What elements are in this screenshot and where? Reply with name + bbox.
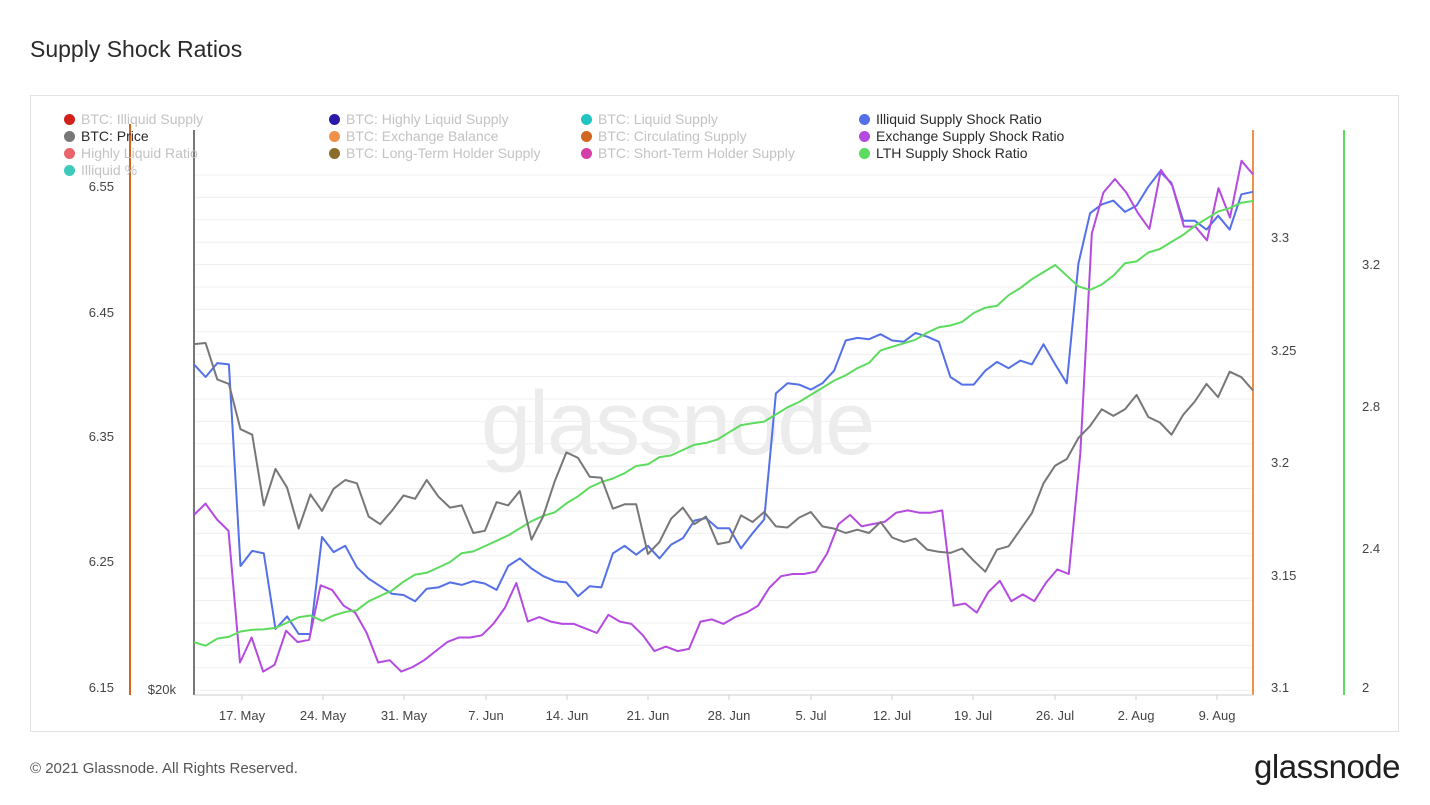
legend-label: BTC: Highly Liquid Supply bbox=[346, 111, 509, 127]
x-tick-label: 24. May bbox=[300, 708, 347, 723]
x-tick-label: 28. Jun bbox=[708, 708, 751, 723]
series-line bbox=[193, 170, 1254, 635]
legend-label: BTC: Long-Term Holder Supply bbox=[346, 145, 541, 161]
legend-label: Highly Liquid Ratio bbox=[81, 145, 198, 161]
x-tick-label: 14. Jun bbox=[546, 708, 589, 723]
legend-item[interactable]: Highly Liquid Ratio bbox=[64, 145, 198, 161]
y-tick-label: 2.4 bbox=[1362, 541, 1380, 556]
y-tick-label: 3.1 bbox=[1271, 680, 1289, 695]
series-line bbox=[193, 342, 1254, 573]
x-tick-label: 7. Jun bbox=[468, 708, 503, 723]
x-tick-label: 19. Jul bbox=[954, 708, 992, 723]
legend-dot-icon bbox=[581, 147, 592, 159]
series-line bbox=[193, 200, 1254, 647]
legend-item[interactable]: BTC: Short-Term Holder Supply bbox=[581, 145, 795, 161]
y-tick-label: 2 bbox=[1362, 680, 1369, 695]
y-tick-label: 6.55 bbox=[89, 179, 114, 194]
legend-item[interactable]: BTC: Exchange Balance bbox=[329, 128, 499, 144]
legend-item[interactable]: Exchange Supply Shock Ratio bbox=[859, 128, 1064, 144]
y-tick-label: 3.15 bbox=[1271, 568, 1296, 583]
legend-label: LTH Supply Shock Ratio bbox=[876, 145, 1028, 161]
legend-label: Exchange Supply Shock Ratio bbox=[876, 128, 1065, 144]
y-tick-label: 3.2 bbox=[1271, 455, 1289, 470]
y-tick-label: 3.3 bbox=[1271, 230, 1289, 245]
legend-label: BTC: Illiquid Supply bbox=[81, 111, 204, 127]
y-tick-label: 6.45 bbox=[89, 305, 114, 320]
legend-label: BTC: Short-Term Holder Supply bbox=[598, 145, 795, 161]
x-tick-label: 2. Aug bbox=[1118, 708, 1155, 723]
legend-dot-icon bbox=[329, 147, 340, 159]
legend-dot-icon bbox=[581, 113, 592, 125]
chart-svg[interactable]: 6.55 6.45 6.35 6.25 6.15 $20k 3.3 3.25 3.2 3.15 3.… bbox=[31, 96, 1400, 733]
x-tick-label: 5. Jul bbox=[795, 708, 826, 723]
y-tick-label: 6.15 bbox=[89, 680, 114, 695]
legend-dot-icon bbox=[859, 130, 870, 142]
y-tick-label: 2.8 bbox=[1362, 399, 1380, 414]
legend-dot-icon bbox=[64, 147, 75, 159]
legend-item[interactable]: BTC: Circulating Supply bbox=[581, 128, 747, 144]
legend-item[interactable]: BTC: Long-Term Holder Supply bbox=[329, 145, 541, 161]
legend-label: BTC: Price bbox=[81, 128, 149, 144]
x-tick-label: 26. Jul bbox=[1036, 708, 1074, 723]
legend-item[interactable]: BTC: Liquid Supply bbox=[581, 111, 718, 127]
x-tick-label: 21. Jun bbox=[627, 708, 670, 723]
series-line bbox=[193, 159, 1254, 673]
x-tick-label: 9. Aug bbox=[1199, 708, 1236, 723]
legend-item[interactable]: LTH Supply Shock Ratio bbox=[859, 145, 1027, 161]
legend-item[interactable]: BTC: Price bbox=[64, 128, 149, 144]
legend-label: Illiquid % bbox=[81, 162, 138, 178]
legend-label: Illiquid Supply Shock Ratio bbox=[876, 111, 1042, 127]
legend-label: BTC: Exchange Balance bbox=[346, 128, 499, 144]
legend-item[interactable]: BTC: Illiquid Supply bbox=[64, 111, 203, 127]
x-tick-label: 17. May bbox=[219, 708, 266, 723]
y-tick-label: 6.35 bbox=[89, 429, 114, 444]
price-tick-label: $20k bbox=[148, 682, 177, 697]
legend-dot-icon bbox=[64, 164, 75, 176]
chart-title: Supply Shock Ratios bbox=[30, 36, 243, 62]
legend-item[interactable]: BTC: Highly Liquid Supply bbox=[329, 111, 509, 127]
y-tick-label: 3.2 bbox=[1362, 257, 1380, 272]
legend-dot-icon bbox=[859, 147, 870, 159]
legend-dot-icon bbox=[329, 113, 340, 125]
x-tick-label: 31. May bbox=[381, 708, 428, 723]
legend-label: BTC: Liquid Supply bbox=[598, 111, 718, 127]
legend-dot-icon bbox=[329, 130, 340, 142]
legend-item[interactable]: Illiquid % bbox=[64, 162, 137, 178]
y-tick-label: 6.25 bbox=[89, 554, 114, 569]
copyright-footer: © 2021 Glassnode. All Rights Reserved. bbox=[30, 760, 298, 777]
brand-logo[interactable]: glassnode bbox=[1254, 748, 1400, 785]
legend-dot-icon bbox=[581, 130, 592, 142]
legend-dot-icon bbox=[859, 113, 870, 125]
x-tick-label: 12. Jul bbox=[873, 708, 911, 723]
y-tick-label: 3.25 bbox=[1271, 343, 1296, 358]
legend-dot-icon bbox=[64, 113, 75, 125]
legend-item[interactable]: Illiquid Supply Shock Ratio bbox=[859, 111, 1042, 127]
legend-dot-icon bbox=[64, 130, 75, 142]
legend-label: BTC: Circulating Supply bbox=[598, 128, 747, 144]
chart-panel[interactable]: glassnode 6.55 6.45 6.35 6.25 6.15 $20k 3.3 3.2… bbox=[30, 95, 1399, 732]
